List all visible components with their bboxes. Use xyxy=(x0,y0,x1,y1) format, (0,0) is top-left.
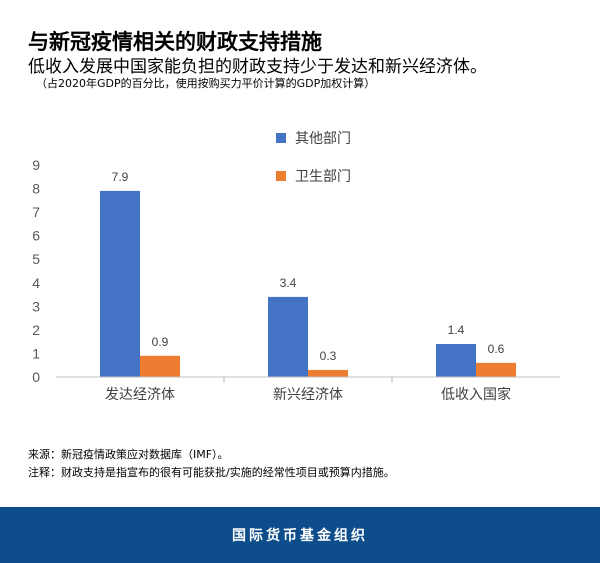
y-tick-label: 5 xyxy=(32,251,40,267)
bar-other xyxy=(100,190,140,377)
category-label: 新兴经济体 xyxy=(273,387,343,403)
bar-health xyxy=(308,369,348,377)
y-tick-label: 1 xyxy=(32,345,40,361)
bar-health xyxy=(476,362,516,377)
bar-health xyxy=(140,355,180,377)
x-axis: 发达经济体 新兴经济体 低收入国家 xyxy=(56,376,560,403)
legend-swatch xyxy=(276,133,286,143)
category-label: 发达经济体 xyxy=(105,387,175,403)
data-label: 1.4 xyxy=(448,323,465,337)
y-tick-label: 8 xyxy=(32,181,40,197)
footer-bar: 国际货币基金组织 xyxy=(0,507,600,563)
bar-chart: 0 1 2 3 4 5 6 7 8 9 7.9 3.4 1.4 0.9 0.3 0.6 发达经济体 新兴经济体… xyxy=(32,131,560,403)
y-tick-label: 2 xyxy=(32,322,40,338)
chart-title: 与新冠疫情相关的财政支持措施 xyxy=(28,30,322,54)
bar-other xyxy=(436,344,476,377)
bars: 7.9 3.4 1.4 0.9 0.3 0.6 xyxy=(100,170,516,377)
legend-label: 其他部门 xyxy=(295,131,351,147)
y-tick-label: 9 xyxy=(32,157,40,173)
org-name: 国际货币基金组织 xyxy=(232,528,368,544)
data-label: 0.3 xyxy=(320,349,337,363)
source-note: 来源：新冠疫情政策应对数据库（IMF）。 xyxy=(28,448,229,461)
y-tick-label: 0 xyxy=(32,369,40,385)
chart-subtitle: 低收入发展中国家能负担的财政支持少于发达和新兴经济体。 xyxy=(28,57,487,77)
legend-label: 卫生部门 xyxy=(295,169,351,185)
data-label: 3.4 xyxy=(280,276,297,290)
footnote: 注释：财政支持是指宣布的很有可能获批/实施的经常性项目或预算内措施。 xyxy=(28,466,395,479)
y-tick-label: 7 xyxy=(32,204,40,220)
data-label: 0.9 xyxy=(152,335,169,349)
y-tick-label: 3 xyxy=(32,298,40,314)
y-tick-label: 4 xyxy=(32,275,40,291)
bar-other xyxy=(268,296,308,377)
y-axis: 0 1 2 3 4 5 6 7 8 9 xyxy=(32,157,40,385)
data-label: 7.9 xyxy=(112,170,129,184)
y-tick-label: 6 xyxy=(32,228,40,244)
category-label: 低收入国家 xyxy=(441,386,511,403)
legend-swatch xyxy=(276,171,286,181)
data-label: 0.6 xyxy=(488,342,505,356)
chart-note: （占2020年GDP的百分比，使用按购买力平价计算的GDP加权计算） xyxy=(36,77,376,90)
